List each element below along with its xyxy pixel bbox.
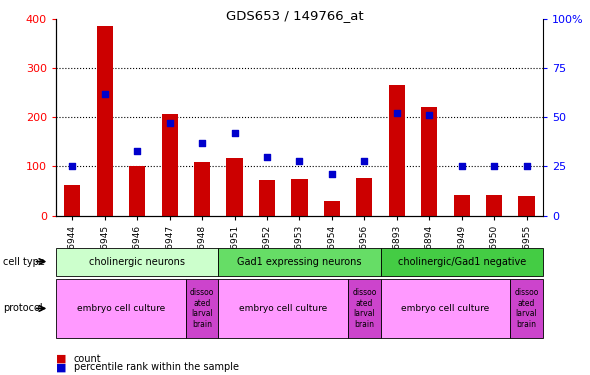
Point [262, 154, 271, 160]
Bar [64, 184, 80, 216]
Text: cell type: cell type [3, 256, 45, 267]
Bar [259, 180, 275, 216]
Text: GDS653 / 149766_at: GDS653 / 149766_at [226, 9, 364, 22]
Text: cholinergic neurons: cholinergic neurons [89, 256, 185, 267]
Point [294, 158, 304, 164]
Bar [291, 179, 307, 216]
Bar [97, 26, 113, 216]
Bar [194, 162, 210, 216]
Text: dissoo
ated
larval
brain: dissoo ated larval brain [514, 288, 539, 328]
Point [100, 91, 109, 97]
Text: ■: ■ [56, 363, 67, 372]
Text: embryo cell culture: embryo cell culture [77, 304, 165, 313]
Point [392, 110, 401, 116]
Point [165, 120, 174, 126]
Bar [421, 107, 437, 216]
Point [457, 164, 466, 170]
Bar [129, 166, 145, 216]
Point [67, 164, 77, 170]
Bar [389, 85, 405, 216]
Bar [324, 201, 340, 216]
Point [359, 158, 369, 164]
Bar [486, 195, 502, 216]
Text: embryo cell culture: embryo cell culture [401, 304, 490, 313]
Bar [454, 195, 470, 216]
Text: dissoo
ated
larval
brain: dissoo ated larval brain [352, 288, 376, 328]
Point [197, 140, 206, 146]
Bar [356, 178, 372, 216]
Point [132, 148, 142, 154]
Point [230, 130, 239, 136]
Text: count: count [74, 354, 101, 364]
Text: embryo cell culture: embryo cell culture [239, 304, 327, 313]
Text: protocol: protocol [3, 303, 42, 313]
Bar [227, 158, 242, 216]
Text: Gad1 expressing neurons: Gad1 expressing neurons [237, 256, 362, 267]
Point [424, 112, 434, 118]
Point [489, 164, 499, 170]
Bar [162, 114, 178, 216]
Text: dissoo
ated
larval
brain: dissoo ated larval brain [190, 288, 214, 328]
Text: percentile rank within the sample: percentile rank within the sample [74, 363, 239, 372]
Point [327, 171, 336, 177]
Bar [519, 196, 535, 216]
Point [522, 164, 531, 170]
Text: cholinergic/Gad1 negative: cholinergic/Gad1 negative [398, 256, 526, 267]
Text: ■: ■ [56, 354, 67, 364]
